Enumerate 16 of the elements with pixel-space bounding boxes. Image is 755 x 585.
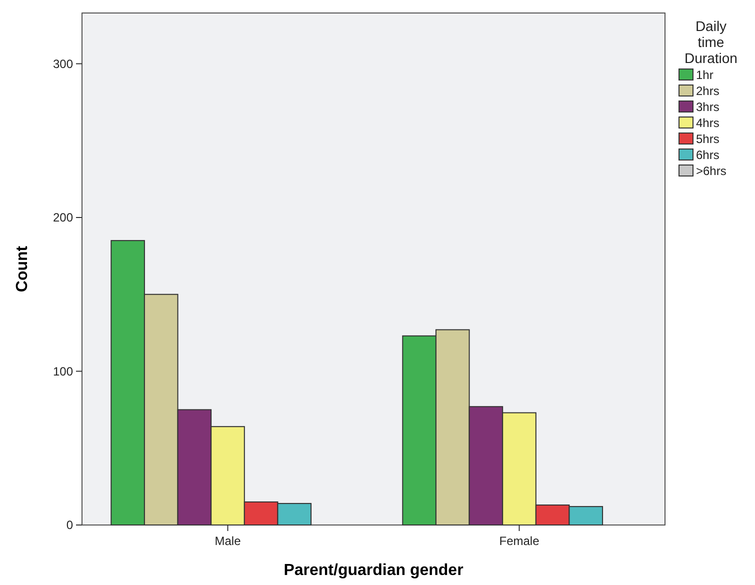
legend-label: 6hrs bbox=[696, 148, 720, 162]
y-axis-title: Count bbox=[14, 245, 31, 292]
x-axis-title: Parent/guardian gender bbox=[284, 562, 464, 579]
y-tick-label: 100 bbox=[52, 364, 74, 378]
legend-label: 5hrs bbox=[696, 132, 720, 146]
x-tick-label: Female bbox=[499, 534, 540, 548]
y-tick-label: 300 bbox=[52, 56, 74, 71]
legend-label: 3hrs bbox=[696, 100, 720, 114]
legend-label: >6hrs bbox=[696, 164, 726, 178]
y-tick-label: 0 bbox=[66, 518, 74, 532]
legend-label: 1hr bbox=[696, 68, 714, 82]
legend-title: Daily time Duration bbox=[684, 18, 738, 66]
legend-label: 2hrs bbox=[696, 84, 720, 98]
x-tick-label: Male bbox=[214, 534, 242, 548]
legend-label: 4hrs bbox=[696, 116, 720, 130]
y-tick-label: 200 bbox=[52, 210, 74, 225]
